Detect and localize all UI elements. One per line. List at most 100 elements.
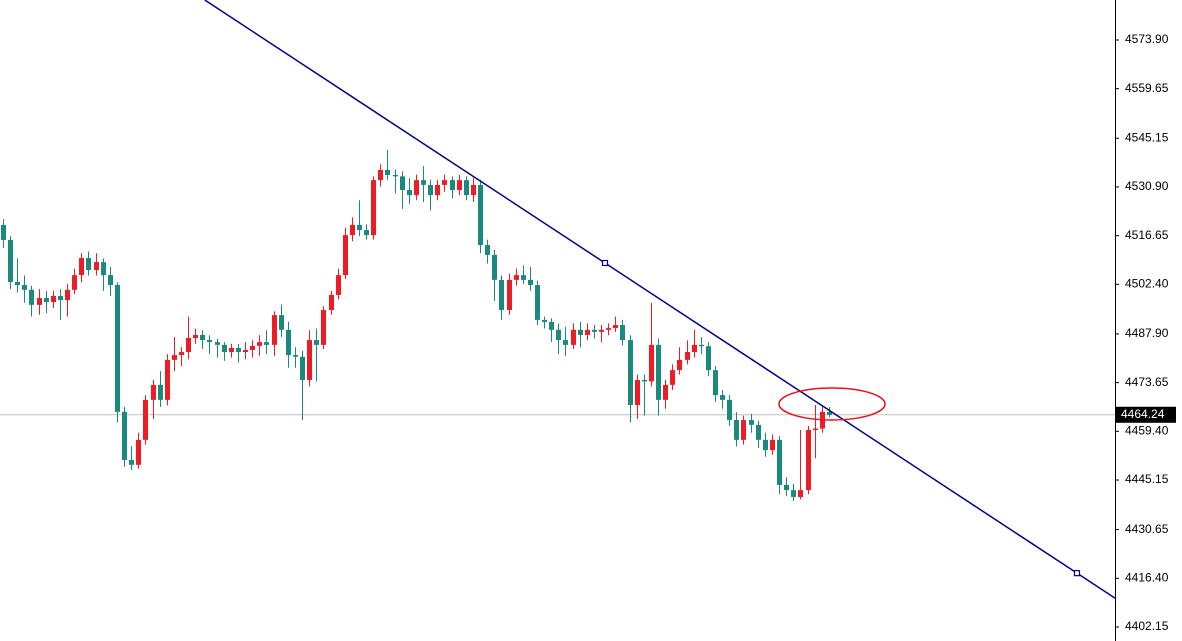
candle-body [115,285,120,412]
candle-body [492,254,497,280]
y-tick-label: 4573.90 [1125,32,1169,46]
candle-body [222,344,227,353]
candle-body [656,344,661,400]
candle-body [685,352,690,360]
candle-body [72,275,77,290]
highlight-ellipse [778,387,886,421]
candle-body [763,439,768,451]
candle-body [542,319,547,322]
candle-body [528,279,533,286]
plot-area [0,0,1115,599]
trendline-anchor [601,259,609,267]
candle-body [521,275,526,280]
candle-body [756,424,761,440]
candle-body [44,298,49,303]
candle-body [108,275,113,286]
y-tick-label: 4487.90 [1125,326,1169,340]
candle-body [65,289,70,301]
candle-body [172,355,177,360]
candle-body [606,328,611,330]
candle-body [720,395,725,400]
candle-body [407,190,412,196]
candle-body [777,439,782,485]
candle-body [29,289,34,305]
candle-body [385,169,390,175]
candle-body [329,294,334,310]
candle-body [86,258,91,271]
candle-body [784,484,789,491]
candle-body [378,169,383,181]
candle-body [243,349,248,353]
candle-body [193,334,198,339]
candle-body [22,285,27,290]
y-axis: 4573.90 4559.65 4545.15 4530.90 4516.65 4502.… [1115,32,1176,633]
candle-body [435,184,440,196]
candle-body [350,224,355,236]
last-price-label: 4464.24 [1121,407,1165,421]
candle-body [1,224,6,240]
candle-body [307,340,312,381]
candle-body [578,329,583,335]
candle-body [286,329,291,356]
candle-body [357,224,362,231]
candle-body [599,329,604,332]
candle-body [571,329,576,345]
candle-body [215,342,220,345]
candle-body [264,342,269,345]
candle-body [101,262,106,276]
candle-body [613,325,618,329]
candle-body [236,347,241,353]
y-tick-label: 4445.15 [1125,472,1169,486]
candle-body [635,380,640,406]
y-tick-label: 4502.40 [1125,277,1169,291]
candle-body [620,325,625,341]
candle-body [343,235,348,276]
candle-body [414,180,419,196]
candle-body [514,275,519,280]
candle-body [336,275,341,295]
candle-body [727,399,732,421]
candle-body [670,370,675,385]
candle-body [699,344,704,347]
candle-body [442,180,447,185]
candle-body [649,344,654,382]
candle-body [58,295,63,301]
candle-body [507,279,512,310]
trendline [204,0,1115,599]
candle-body [158,384,163,400]
candle-body [129,460,134,465]
y-tick-label: 4416.40 [1125,570,1169,584]
candle-body [321,309,326,345]
candle-body [15,281,20,286]
candle-body [827,411,832,415]
candle-body [272,315,277,345]
candle-body [749,420,754,425]
candle-body [471,184,476,196]
y-tick-label: 4402.15 [1125,619,1169,633]
y-tick-label: 4545.15 [1125,130,1169,144]
candle-body [563,340,568,345]
y-tick-label: 4459.40 [1125,423,1169,437]
candle-body [94,262,99,271]
candle-body [556,329,561,341]
candle-body [314,340,319,345]
candle-body [400,176,405,191]
candle-body [585,329,590,335]
candle-body [464,180,469,196]
candle-body [642,380,647,382]
trendline-anchor [1073,570,1081,577]
y-tick-label: 4473.65 [1125,375,1169,389]
candle-body [165,359,170,400]
candle-body [478,184,483,246]
candle-body [813,428,818,430]
candle-body [535,285,540,320]
candle-body [706,346,711,371]
candle-body [741,420,746,440]
candle-body [8,239,13,282]
candle-body [186,338,191,353]
candle-body [51,295,56,303]
candle-body [279,315,284,330]
candle-body [485,245,490,255]
candle-body [364,230,369,236]
candle-body [692,344,697,353]
